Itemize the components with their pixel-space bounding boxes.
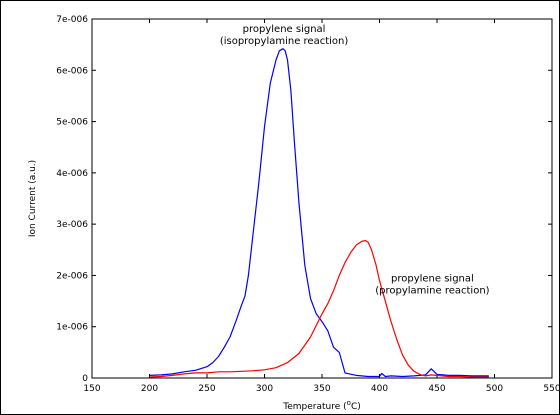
- x-axis-label-main: Temperature (: [282, 402, 346, 412]
- annotation-2-line-1: propylene signal: [391, 274, 474, 285]
- x-tick-label: 450: [428, 384, 445, 394]
- x-tick-label: 550: [543, 384, 560, 394]
- annotations: propylene signal(isopropylamine reaction…: [220, 24, 490, 297]
- y-axis-label: Ion Current (a.u.): [28, 160, 38, 237]
- x-axis-label-superscript: o: [347, 399, 351, 407]
- y-tick-label: 5e-006: [56, 118, 88, 128]
- x-tick-label: 500: [486, 384, 503, 394]
- annotation-1-line-1: propylene signal: [243, 24, 326, 35]
- plot-area: [91, 18, 553, 379]
- y-tick-label: 4e-006: [56, 169, 88, 179]
- y-tick-label: 0: [82, 374, 88, 384]
- annotation-2-line-2: (propylamine reaction): [375, 286, 489, 297]
- y-tick-label: 3e-006: [56, 220, 88, 230]
- x-axis-label: Temperature (oC): [282, 399, 360, 412]
- x-tick-label: 300: [256, 384, 273, 394]
- x-tick-label: 200: [141, 384, 158, 394]
- y-tick-label: 1e-006: [56, 323, 88, 333]
- x-tick-label: 400: [371, 384, 388, 394]
- x-tick-label: 250: [198, 384, 215, 394]
- y-tick-label: 6e-006: [56, 66, 88, 76]
- annotation-1-line-2: (isopropylamine reaction): [220, 36, 349, 47]
- series-line-1: [149, 48, 489, 378]
- y-tick-label: 7e-006: [56, 15, 88, 25]
- series-line-2: [149, 240, 489, 378]
- y-tick-label: 2e-006: [56, 271, 88, 281]
- series-group: [149, 48, 489, 378]
- x-axis-label-suffix: C): [351, 402, 361, 412]
- x-tick-label: 150: [83, 384, 100, 394]
- x-tick-label: 350: [313, 384, 330, 394]
- axis-ticks: 150 200 250 300 350 400 450 500 550 0 1e-006 2e-006…: [56, 15, 560, 394]
